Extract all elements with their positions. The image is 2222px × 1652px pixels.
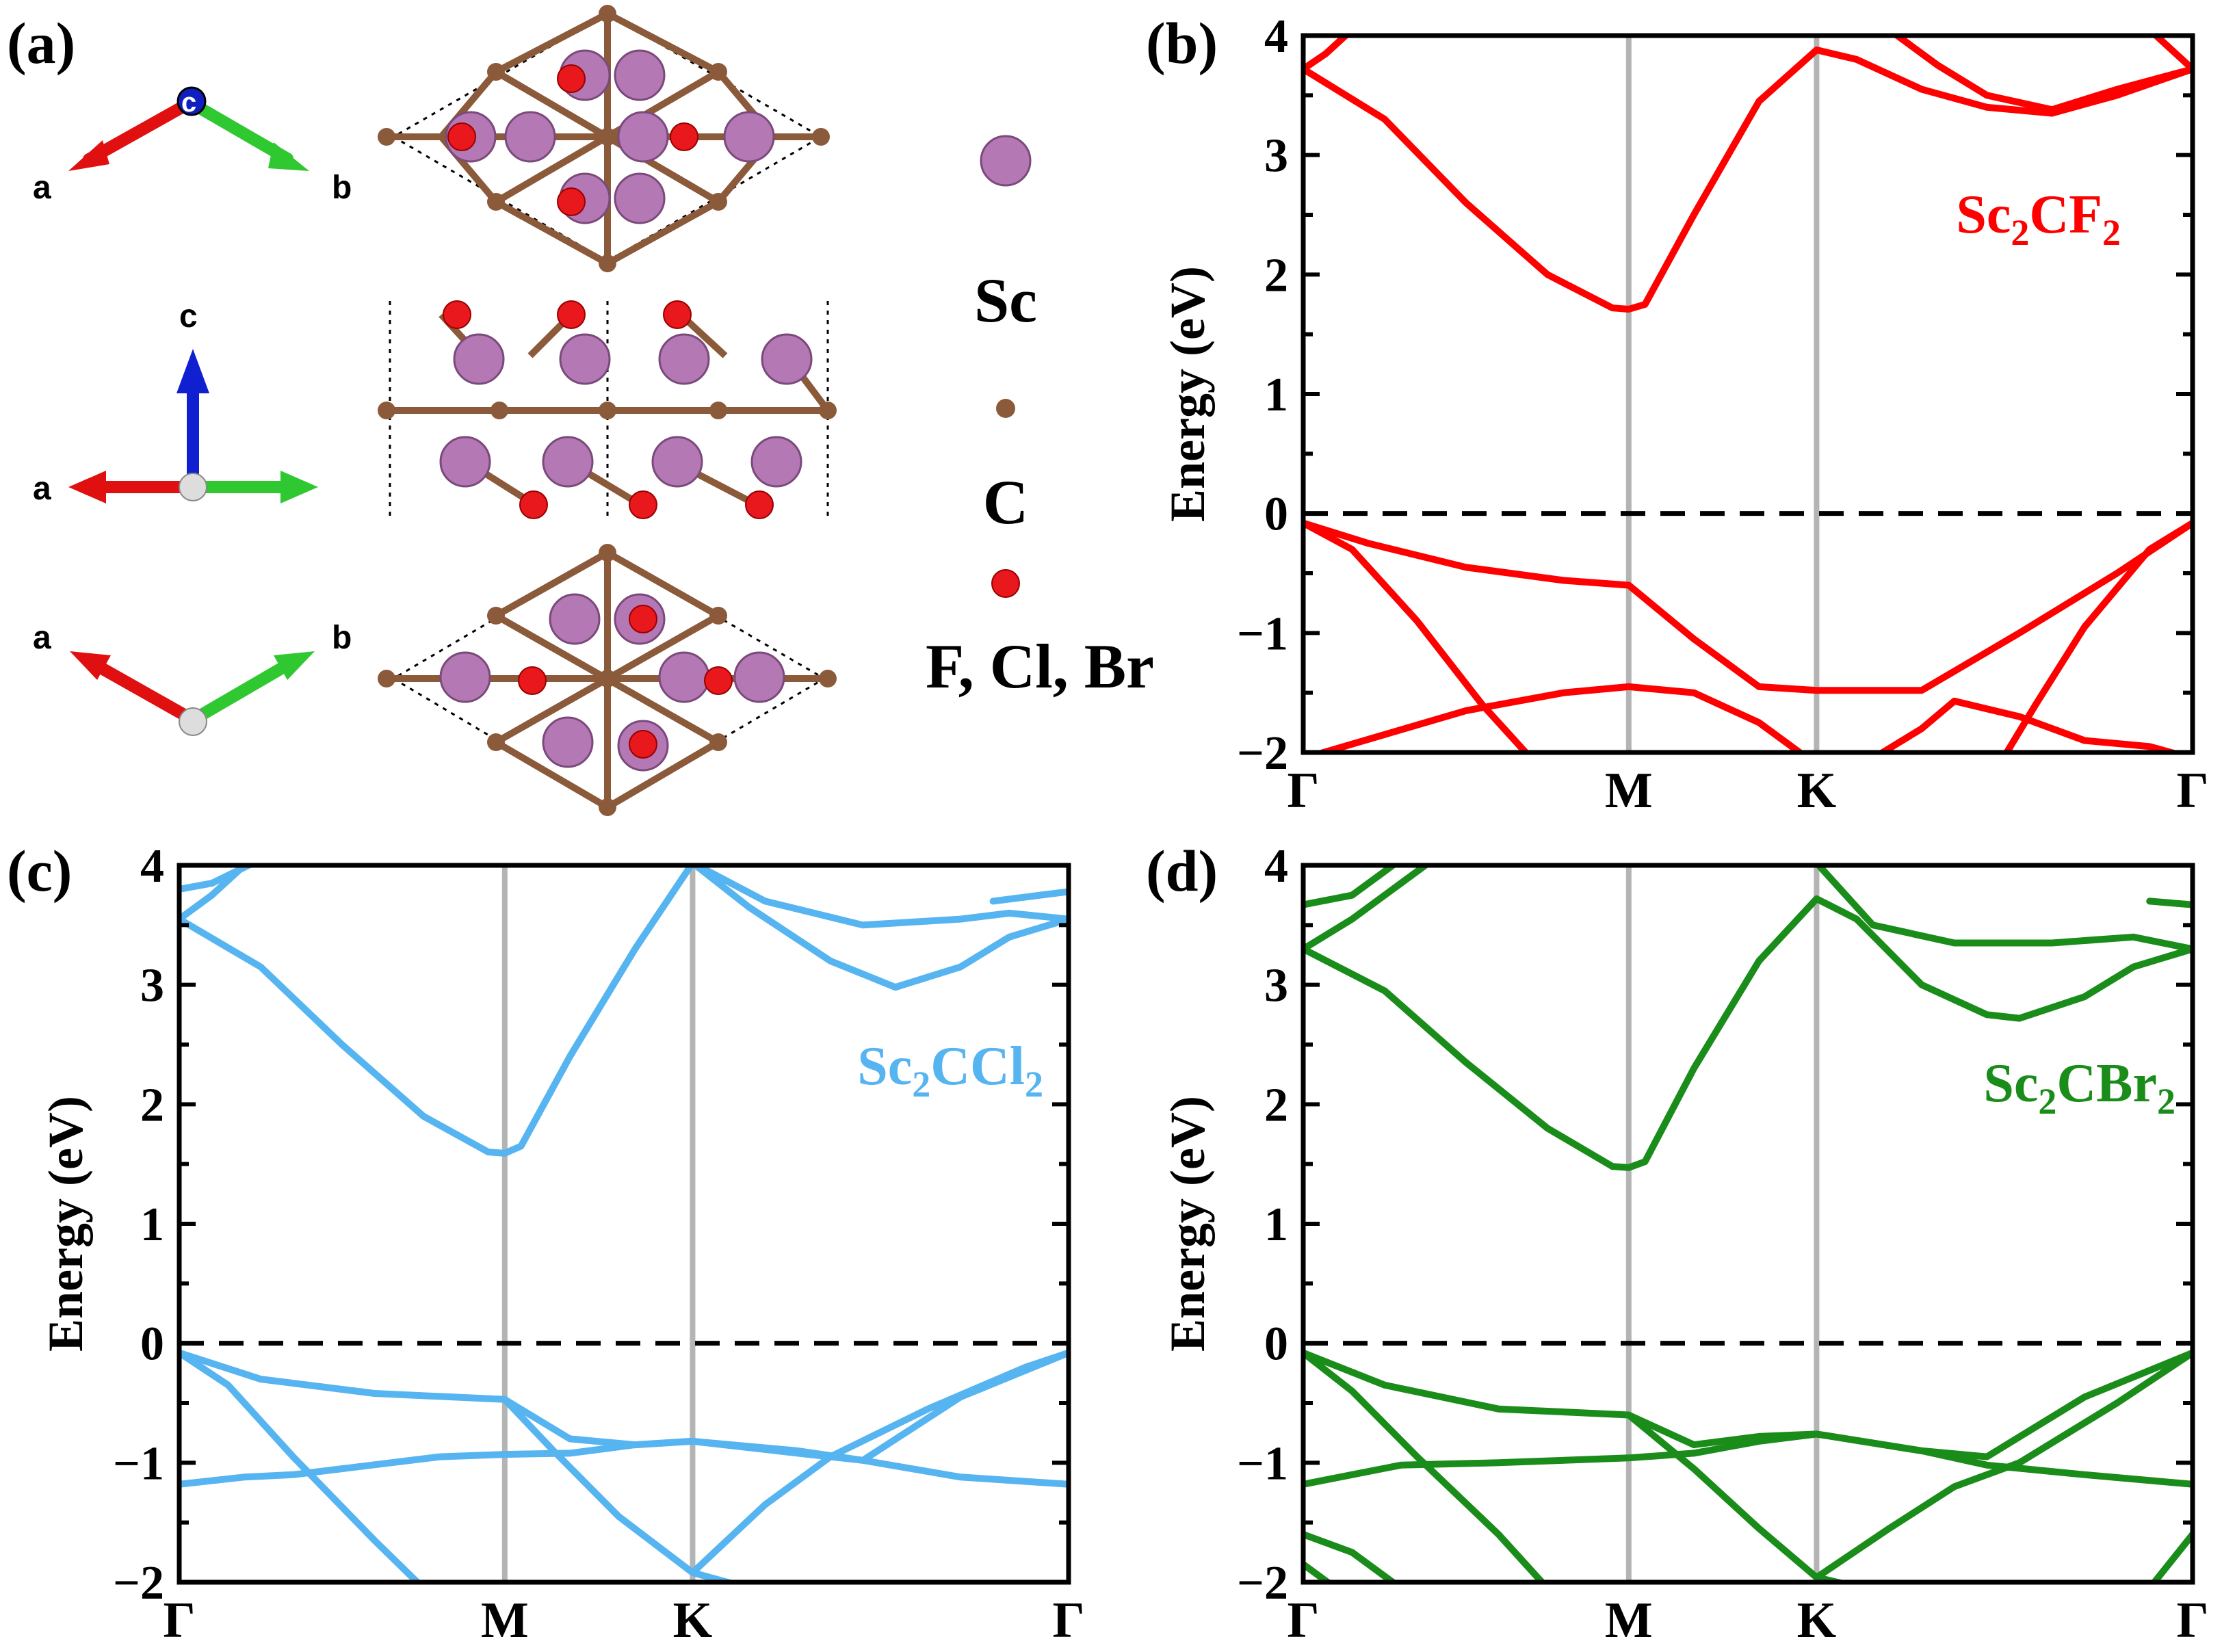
band-line-vb5 (689, 1349, 1069, 1576)
y-tick-label: 3 (1264, 960, 1288, 1012)
band-line-cb1 (179, 865, 696, 1157)
band-line-vb6 (1625, 1411, 1820, 1581)
band-line-vb4 (501, 1395, 696, 1576)
band-line-cb3 (1303, 865, 1399, 908)
y-tick-label: 2 (1264, 1079, 1288, 1131)
axis-triad-top: c a b (33, 86, 352, 206)
band-line-cb4 (1814, 865, 2193, 953)
panel-label-a: (a) (7, 10, 75, 76)
axis-label-a-top: a (33, 170, 51, 206)
axis-label-c-top: c (181, 88, 196, 118)
x-tick-label: Γ (2176, 763, 2208, 819)
y-axis-label: Energy (eV) (1160, 1096, 1215, 1352)
y-tick-label: −1 (1237, 1437, 1288, 1490)
element-legend: Sc C F, Cl, Br (926, 135, 1154, 701)
x-tick-label: K (1797, 763, 1837, 819)
y-tick-label: −1 (113, 1437, 164, 1490)
x-tick-label: Γ (1287, 763, 1319, 819)
y-tick-label: 1 (140, 1198, 164, 1251)
legend-sc-label: Sc (974, 265, 1037, 335)
y-tick-label: 4 (140, 840, 164, 893)
y-tick-label: 0 (1264, 488, 1288, 541)
y-tick-label: −1 (1237, 607, 1288, 660)
panel-label-b: (b) (1146, 10, 1218, 76)
legend-c-swatch (996, 399, 1015, 418)
structure-side-view (378, 300, 837, 519)
band-line-cb1 (1303, 47, 2193, 313)
x-tick-label: Γ (2176, 1592, 2208, 1649)
x-tick-label: M (1605, 763, 1653, 819)
band-line-cb6 (989, 888, 1069, 905)
band-structure-d: −2 −1 0 1 2 3 4 Γ M K Γ Energy (eV) Sc2CBr2 (1160, 840, 2209, 1649)
band-structure-c: −2 −1 0 1 2 3 4 Γ M K Γ Energy (eV) Sc2CCl2 (38, 840, 1085, 1649)
x-tick-label: M (481, 1592, 529, 1649)
panel-a: (a) c a b c a (7, 5, 1154, 816)
panel-label-c: (c) (7, 838, 72, 904)
y-tick-label: 3 (140, 960, 164, 1012)
axis-label-a-side: a (33, 471, 51, 507)
band-line-vb3 (179, 1437, 1069, 1488)
x-tick-label: M (1605, 1592, 1653, 1649)
structure-bottom-view (378, 544, 837, 816)
y-axis-label: Energy (eV) (1160, 266, 1215, 522)
legend-c-label: C (983, 467, 1028, 537)
band-structure-b: −2 −1 0 1 2 3 4 Γ M K Γ Energy (eV) Sc2CF2 (1160, 10, 2209, 819)
y-tick-label: 2 (1264, 249, 1288, 302)
compound-label: Sc2CCl2 (857, 1036, 1043, 1105)
band-line-vb2 (179, 1349, 423, 1582)
band-line-vb2 (1303, 519, 1530, 752)
band-line-vb7 (1813, 1349, 2193, 1581)
y-tick-label: 1 (1264, 1198, 1288, 1251)
y-tick-label: −2 (1237, 727, 1288, 780)
legend-x-swatch (991, 569, 1020, 598)
band-line-vb2 (1303, 1349, 1547, 1582)
band-line-cb5 (2146, 897, 2193, 908)
y-tick-label: 2 (140, 1079, 164, 1131)
y-tick-label: 4 (1264, 840, 1288, 893)
band-line-vb5 (1303, 1560, 1334, 1582)
axis-label-a-bottom: a (33, 620, 51, 656)
y-tick-label: 3 (1264, 130, 1288, 183)
x-tick-label: K (1797, 1592, 1837, 1649)
x-tick-label: Γ (1052, 1592, 1084, 1649)
compound-label: Sc2CF2 (1956, 185, 2121, 253)
panel-label-d: (d) (1146, 838, 1218, 904)
y-axis-label: Energy (eV) (38, 1096, 93, 1352)
compound-label: Sc2CBr2 (1983, 1053, 2175, 1122)
axis-triad-side: c a (33, 298, 318, 507)
band-line-cb5 (690, 865, 1069, 929)
x-tick-label: Γ (1287, 1592, 1319, 1649)
band-line-vb3 (1311, 683, 1806, 752)
x-tick-label: Γ (163, 1592, 195, 1649)
legend-x-label: F, Cl, Br (926, 631, 1154, 701)
band-line-vb1 (1303, 519, 2193, 694)
structure-top-view (378, 5, 830, 272)
band-line-vb8 (1813, 1574, 1853, 1582)
axis-label-b-top: b (332, 170, 352, 206)
band-line-vb4 (1876, 697, 2184, 752)
axis-label-b-bottom: b (332, 620, 352, 656)
band-line-vb9 (2149, 1531, 2193, 1582)
y-tick-label: 0 (140, 1318, 164, 1371)
y-tick-label: 0 (1264, 1318, 1288, 1371)
axis-label-c-side: c (179, 298, 198, 335)
band-line-cb1 (1303, 895, 2193, 1171)
band-line-cb3 (1891, 36, 2193, 114)
band-line-cb2 (1303, 865, 1431, 953)
legend-sc-swatch (980, 135, 1032, 187)
y-tick-label: 4 (1264, 10, 1288, 63)
y-tick-label: 1 (1264, 369, 1288, 421)
band-line-vb4 (1303, 1531, 1399, 1582)
x-tick-label: K (673, 1592, 713, 1649)
band-line-vb1 (1303, 1349, 2193, 1460)
y-tick-label: −2 (1237, 1557, 1288, 1610)
band-line-vb5 (2002, 519, 2193, 752)
y-tick-label: −2 (113, 1557, 164, 1610)
band-line-cb4 (690, 865, 1069, 991)
axis-triad-bottom: a b (33, 620, 352, 736)
